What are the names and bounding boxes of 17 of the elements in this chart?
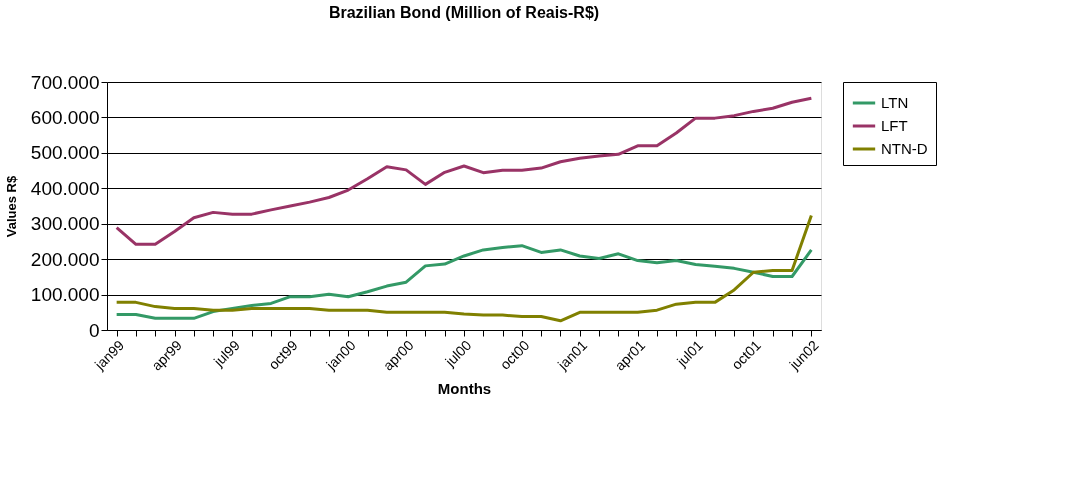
y-tick-label: 0 bbox=[88, 319, 100, 341]
y-tick-label: 100.000 bbox=[30, 284, 100, 306]
y-tick-label: 500.000 bbox=[30, 142, 100, 164]
y-tick-label: 200.000 bbox=[30, 248, 100, 270]
y-tick-label: 300.000 bbox=[30, 213, 100, 235]
y-tick-label: 400.000 bbox=[30, 177, 100, 199]
legend-label: LTN bbox=[881, 94, 909, 111]
x-axis-title: Months bbox=[437, 379, 492, 397]
line-series bbox=[115, 214, 813, 323]
y-tick-label: 600.000 bbox=[30, 106, 100, 128]
legend-label: LFT bbox=[881, 117, 908, 134]
y-tick-label: 700.000 bbox=[30, 71, 100, 93]
y-axis-title: Values R$ bbox=[3, 175, 19, 238]
line-series bbox=[115, 244, 813, 320]
line-series bbox=[115, 96, 813, 246]
legend-label: NTN-D bbox=[881, 140, 928, 157]
chart-title: Brazilian Bond (Million of Reais-R$) bbox=[328, 4, 600, 21]
